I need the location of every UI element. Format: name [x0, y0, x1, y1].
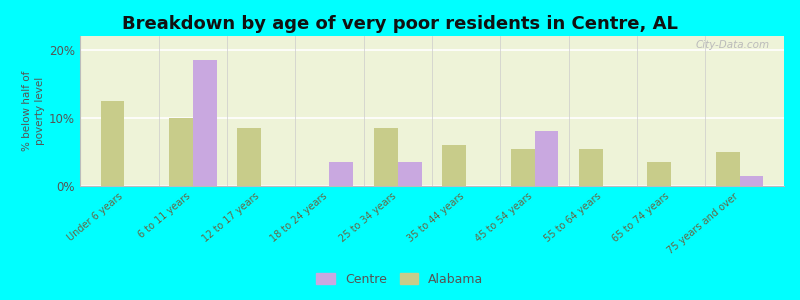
Bar [442, 145, 466, 186]
Bar [330, 162, 354, 186]
Bar [647, 162, 671, 186]
Bar [534, 131, 558, 186]
Bar [398, 162, 422, 186]
Legend: Centre, Alabama: Centre, Alabama [311, 268, 489, 291]
Bar [510, 148, 534, 186]
Bar [193, 60, 217, 186]
Text: Breakdown by age of very poor residents in Centre, AL: Breakdown by age of very poor residents … [122, 15, 678, 33]
Bar [716, 152, 739, 186]
Bar [374, 128, 398, 186]
Bar [169, 118, 193, 186]
Bar [238, 128, 261, 186]
Bar [579, 148, 603, 186]
Bar [101, 101, 125, 186]
Text: City-Data.com: City-Data.com [696, 40, 770, 50]
Y-axis label: % below half of
poverty level: % below half of poverty level [22, 71, 45, 151]
Bar [739, 176, 763, 186]
